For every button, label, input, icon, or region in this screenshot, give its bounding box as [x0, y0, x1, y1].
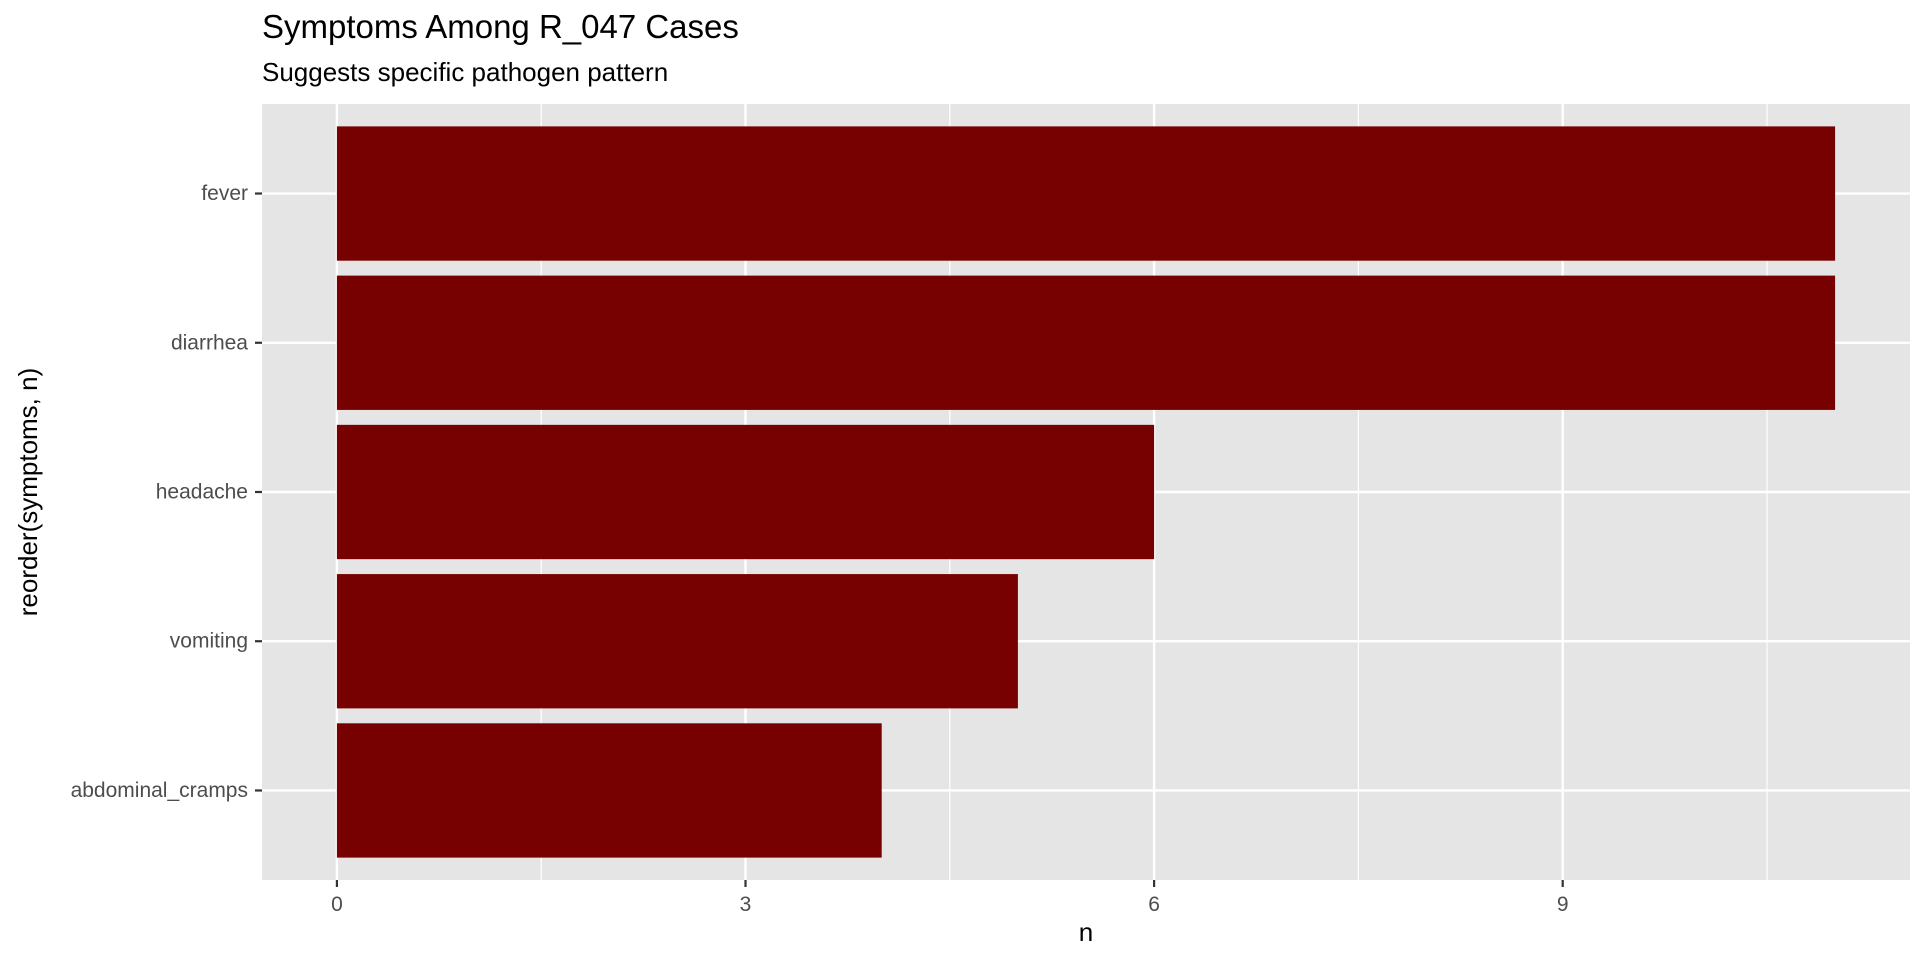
y-tick-label: abdominal_cramps	[71, 779, 248, 802]
bar-diarrhea	[336, 275, 1836, 410]
bars	[336, 126, 1836, 858]
bar-fever	[336, 126, 1836, 261]
y-tick-label: diarrhea	[171, 331, 248, 354]
y-axis: fever diarrhea headache vomiting abdominal_c…	[71, 182, 262, 802]
x-tick-label: 3	[740, 893, 752, 916]
y-tick-label: fever	[201, 182, 248, 205]
x-tick-label: 6	[1148, 893, 1160, 916]
chart-title: Symptoms Among R_047 Cases	[262, 8, 739, 45]
x-tick-label: 0	[331, 893, 343, 916]
chart-subtitle: Suggests specific pathogen pattern	[262, 57, 669, 87]
x-tick-label: 9	[1557, 893, 1569, 916]
y-axis-title: reorder(symptoms, n)	[13, 368, 43, 617]
bar-abdominal_cramps	[336, 723, 882, 858]
x-axis-title: n	[1079, 917, 1093, 947]
y-tick-label: vomiting	[170, 630, 248, 653]
y-tick-label: headache	[156, 481, 248, 504]
bar-headache	[336, 424, 1155, 560]
x-axis: 0 3 6 9	[331, 880, 1569, 916]
bar-vomiting	[336, 574, 1018, 709]
